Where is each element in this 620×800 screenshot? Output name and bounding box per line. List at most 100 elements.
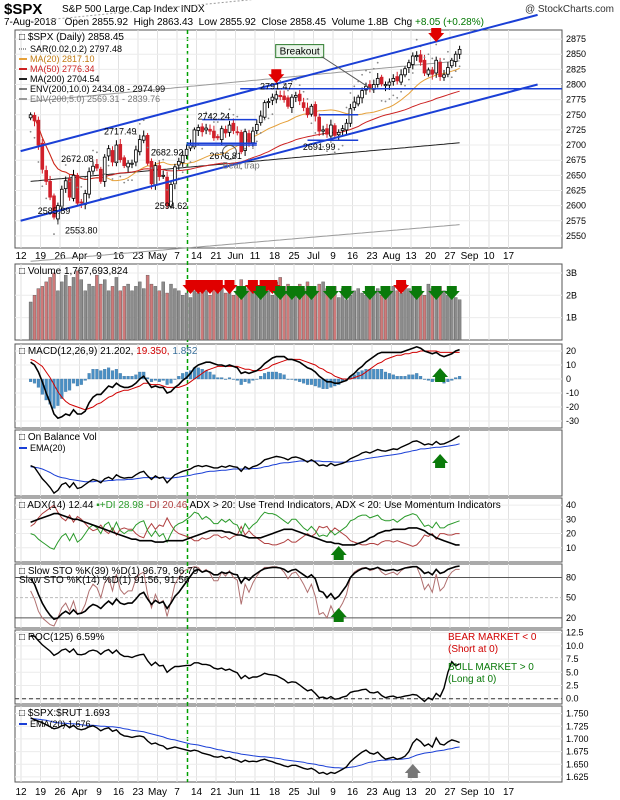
price-annotation: 2594.62	[155, 201, 188, 211]
volume-bar	[149, 283, 154, 341]
candle-up	[352, 101, 357, 108]
breakout-callout-pointer	[321, 56, 375, 91]
sar-dot	[365, 69, 367, 72]
volume-bar	[52, 272, 56, 341]
volume-bar	[337, 297, 341, 341]
x-tick-label-top: 10	[483, 251, 495, 262]
x-tick-label-bottom: 7	[174, 787, 180, 798]
price-y-tick-label: 2650	[566, 170, 586, 180]
x-tick-label-top: Sep	[461, 251, 479, 262]
candle-up	[340, 128, 345, 131]
volume-bar	[79, 279, 84, 341]
candle-up	[336, 131, 341, 136]
macd-histogram-bar	[107, 367, 111, 380]
volume-bar	[67, 286, 72, 341]
x-tick-label-top: Jul	[307, 251, 320, 262]
sar-dot	[84, 176, 87, 179]
x-tick-label-top: 16	[113, 251, 125, 262]
candle-down	[301, 102, 306, 108]
sar-dot	[337, 148, 340, 151]
chart-symbol: $SPX	[4, 1, 43, 18]
sar-dot	[209, 114, 211, 117]
roc-y-tick-label: 2.5	[566, 681, 579, 691]
macd-histogram-bar	[75, 378, 79, 387]
x-tick-label-top: May	[148, 251, 167, 262]
ratio-buy-arrow	[404, 764, 421, 778]
macd-y-tick-label: -20	[566, 402, 579, 412]
sar-dot	[236, 115, 239, 118]
sar-dot	[443, 58, 445, 60]
chg-value: +8.05 (+0.28%)	[415, 17, 484, 28]
volume-bar	[75, 270, 80, 341]
sar-dot	[103, 173, 106, 176]
candle-down	[122, 157, 127, 167]
macd-histogram-bar	[309, 378, 313, 385]
candle-down	[95, 164, 99, 169]
sar-dot	[384, 100, 387, 103]
sar-dot	[29, 130, 32, 133]
sar-dot	[92, 149, 94, 152]
sar-dot	[298, 84, 301, 87]
volume-value: 1.8B	[367, 17, 389, 28]
sar-dot	[205, 111, 208, 114]
volume-bar	[165, 292, 169, 341]
macd-histogram-bar	[130, 376, 134, 380]
candle-up	[375, 78, 380, 85]
candle-up	[399, 74, 403, 83]
volume-bar	[122, 286, 126, 341]
stoch-slow-line	[29, 565, 460, 621]
x-tick-label-bottom: 21	[210, 787, 222, 798]
candle-down	[422, 59, 427, 74]
price-y-tick-label: 2800	[566, 80, 586, 90]
macd-histogram-bar	[227, 377, 232, 380]
sar-dot	[76, 186, 79, 189]
sar-dot	[68, 180, 71, 183]
candle-down	[317, 116, 321, 132]
sar-dot	[64, 164, 67, 166]
volume-y-tick-label: 3B	[566, 268, 577, 278]
volume-bar	[145, 274, 150, 341]
volume-bar	[200, 288, 204, 341]
macd-histogram-bar	[91, 369, 95, 380]
candle-down	[332, 125, 337, 136]
sar-dot	[244, 147, 247, 150]
volume-bar	[219, 286, 224, 341]
volume-bar	[348, 295, 353, 341]
macd-histogram-bar	[247, 378, 251, 384]
x-tick-label-top: 16	[347, 251, 359, 262]
macd-histogram-bar	[52, 378, 56, 409]
bull-market-label: BULL MARKET > 0	[448, 662, 534, 673]
x-tick-label-bottom: 9	[330, 787, 336, 798]
volume-bar	[364, 295, 368, 341]
macd-histogram-bar	[64, 378, 68, 392]
ratio-ema-line	[30, 718, 460, 769]
close-label: Close	[261, 17, 288, 28]
open-label: Open	[64, 17, 90, 28]
adx-buy-arrow	[330, 546, 347, 560]
macd-histogram-bar	[454, 377, 458, 380]
candle-up	[106, 148, 111, 157]
adx-y-tick-label: 30	[566, 514, 576, 524]
macd-histogram-bar	[79, 378, 83, 385]
volume-bar	[126, 283, 130, 341]
stockcharts-credit: @ StockCharts.com	[524, 4, 614, 15]
macd-histogram-bar	[270, 371, 274, 380]
candle-up	[391, 78, 396, 82]
adx-y-tick-label: 10	[566, 543, 576, 553]
macd-histogram-bar	[372, 369, 376, 380]
sar-dot	[404, 84, 406, 87]
macd-histogram-bar	[313, 378, 317, 387]
sar-dot	[392, 94, 395, 97]
volume-panel-label: □ Volume 1,767,693,824	[19, 266, 128, 277]
volume-bar	[418, 290, 423, 341]
x-tick-label-top: 27	[444, 251, 456, 262]
x-tick-label-top: 23	[132, 251, 144, 262]
roc-y-tick-label: 10.0	[566, 641, 584, 651]
volume-bar	[40, 286, 44, 341]
price-annotation: 2676.81	[209, 151, 242, 161]
roc-y-tick-label: 7.5	[566, 654, 579, 664]
volume-bar	[157, 290, 162, 341]
candle-down	[200, 126, 205, 133]
x-tick-label-top: 12	[15, 251, 27, 262]
ratio-ema-label: EMA(20) 1.676	[30, 719, 91, 729]
